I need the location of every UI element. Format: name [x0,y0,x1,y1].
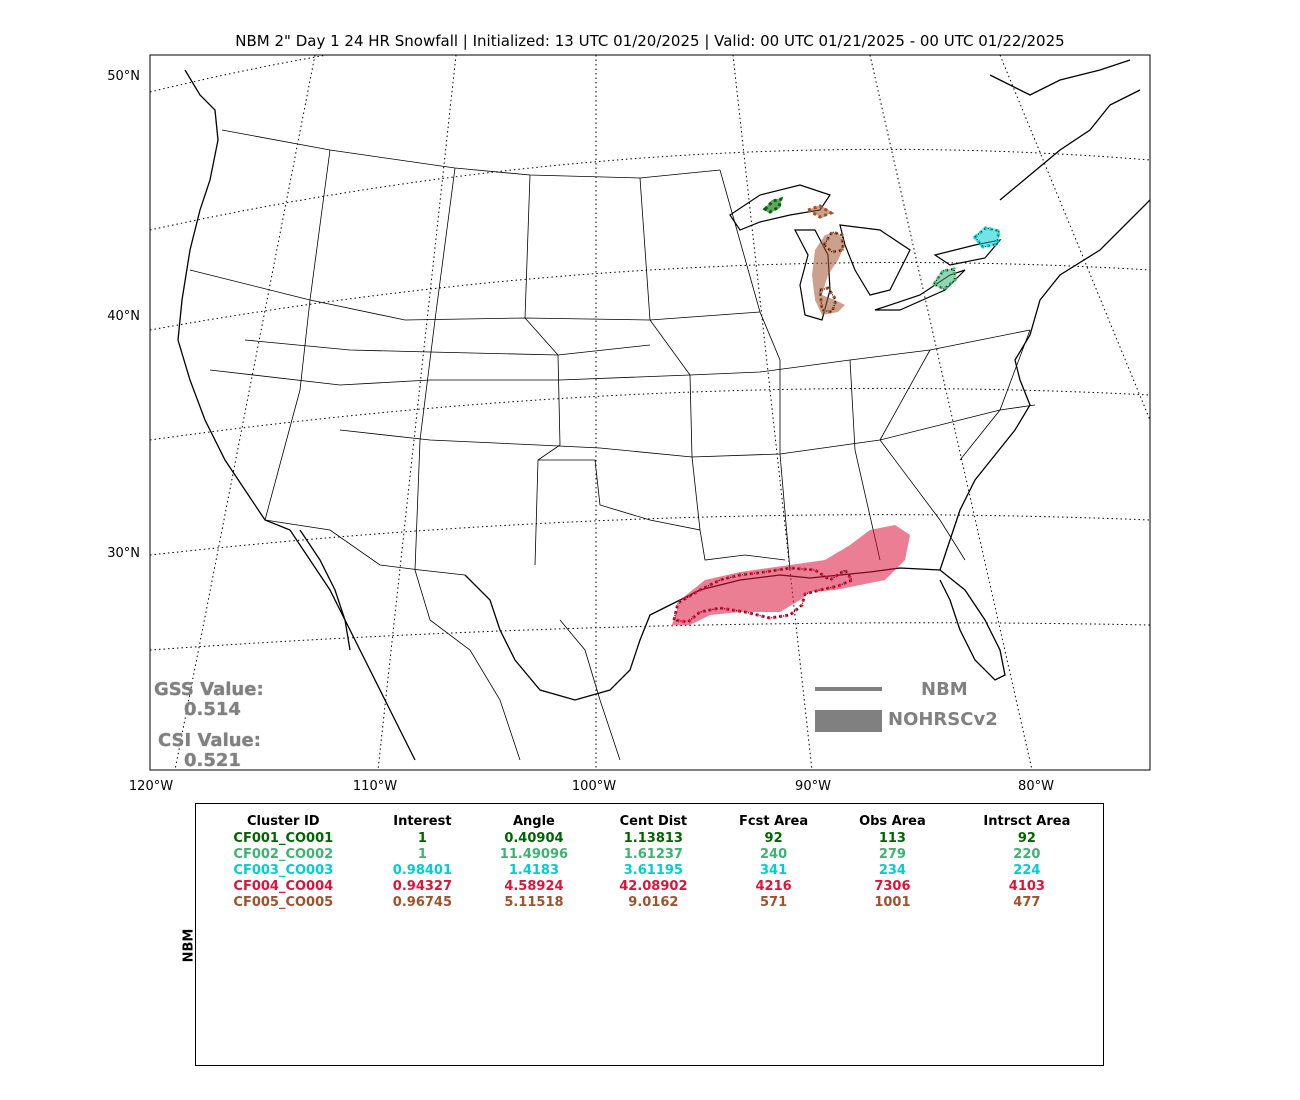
cell-cluster-id: CF001_CO001 [233,831,334,846]
cell-angle: 4.58924 [504,879,564,894]
cell-angle: 5.11518 [504,895,564,910]
lon-label-100: 100°W [572,779,616,794]
table-row: CF002_CO002 1 11.49096 1.61237 240 279 220 [196,847,1103,863]
cell-intrsct-area: 220 [1013,847,1041,862]
forecast-cluster-dots [673,227,1000,623]
cell-fcst-area: 341 [760,863,788,878]
cell-intrsct-area: 224 [1013,863,1041,878]
csi-label: CSI Value: [158,730,261,751]
latitude-gridlines [150,55,1150,651]
lat-label-50: 50°N [107,69,140,84]
lat-label-40: 40°N [107,309,140,324]
col-header-cluster-id: Cluster ID [247,814,320,829]
cell-obs-area: 1001 [874,895,911,910]
cell-interest: 0.94327 [392,879,453,894]
cell-cent-dist: 1.61237 [623,847,683,862]
table-row: CF003_CO003 0.98401 1.4183 3.61195 341 234 224 [196,863,1103,879]
cell-obs-area: 7306 [874,879,911,894]
cell-angle: 0.40904 [504,831,564,846]
lon-label-110: 110°W [353,779,397,794]
table-header-row: Cluster ID Interest Angle Cent Dist Fcst… [196,814,1103,831]
lat-label-30: 30°N [107,546,140,561]
legend-nohrsc-label: NOHRSCv2 [888,709,998,730]
cell-fcst-area: 571 [760,895,788,910]
lon-label-90: 90°W [795,779,831,794]
col-header-obs-area: Obs Area [859,814,926,829]
snowfall-map: 50°N 40°N 30°N 120°W 110°W 100°W 90°W 80… [107,54,1151,794]
col-header-interest: Interest [393,814,452,829]
col-header-angle: Angle [512,814,555,829]
lon-label-80: 80°W [1018,779,1054,794]
cell-intrsct-area: 92 [1017,831,1036,846]
cell-fcst-area: 240 [760,847,788,862]
cell-intrsct-area: 4103 [1008,879,1045,894]
cell-cluster-id: CF003_CO003 [233,863,334,878]
cell-interest: 0.98401 [392,863,453,878]
map-title: NBM 2" Day 1 24 HR Snowfall | Initialize… [235,32,1065,50]
cell-cluster-id: CF004_CO004 [233,879,334,894]
cell-cent-dist: 3.61195 [623,863,683,878]
cell-cent-dist: 9.0162 [628,895,679,910]
csi-value: 0.521 [184,750,241,771]
gss-value: 0.514 [184,699,241,720]
cell-interest: 1 [417,847,427,862]
col-header-intrsct-area: Intrsct Area [983,814,1071,829]
cell-cent-dist: 1.13813 [623,831,683,846]
cell-interest: 0.96745 [392,895,453,910]
cell-intrsct-area: 477 [1013,895,1041,910]
cell-cluster-id: CF002_CO002 [233,847,334,862]
lon-label-120: 120°W [129,779,173,794]
col-header-fcst-area: Fcst Area [739,814,809,829]
cell-interest: 1 [417,831,427,846]
cell-obs-area: 113 [878,831,906,846]
cell-angle: 1.4183 [508,863,560,878]
cell-fcst-area: 4216 [755,879,792,894]
table-side-label: NBM [181,928,197,963]
map-frame [149,54,1151,771]
cluster-stats-panel: Cluster ID Interest Angle Cent Dist Fcst… [195,803,1104,1066]
table-row: CF005_CO005 0.96745 5.11518 9.0162 571 1001 47… [196,895,1103,911]
coastlines [177,59,1150,761]
fcst-cluster-cf005-c [804,204,835,219]
cell-cluster-id: CF005_CO005 [233,895,334,910]
political-borders [189,129,1036,761]
cell-angle: 11.49096 [499,847,569,862]
legend-nbm-label: NBM [921,679,968,700]
gss-label: GSS Value: [154,679,264,700]
legend-nohrsc-swatch [815,710,882,732]
table-row: CF004_CO004 0.94327 4.58924 42.08902 4216 730… [196,879,1103,895]
cell-obs-area: 234 [878,863,906,878]
cell-cent-dist: 42.08902 [619,879,688,894]
table-row: CF001_CO001 1 0.40904 1.13813 92 113 92 [196,831,1103,847]
longitude-gridlines [174,55,1150,770]
cell-fcst-area: 92 [764,831,783,846]
obs-cluster-cf004 [672,525,910,625]
col-header-cent-dist: Cent Dist [619,814,688,829]
cell-obs-area: 279 [878,847,906,862]
cluster-stats-table: Cluster ID Interest Angle Cent Dist Fcst… [196,814,1103,911]
